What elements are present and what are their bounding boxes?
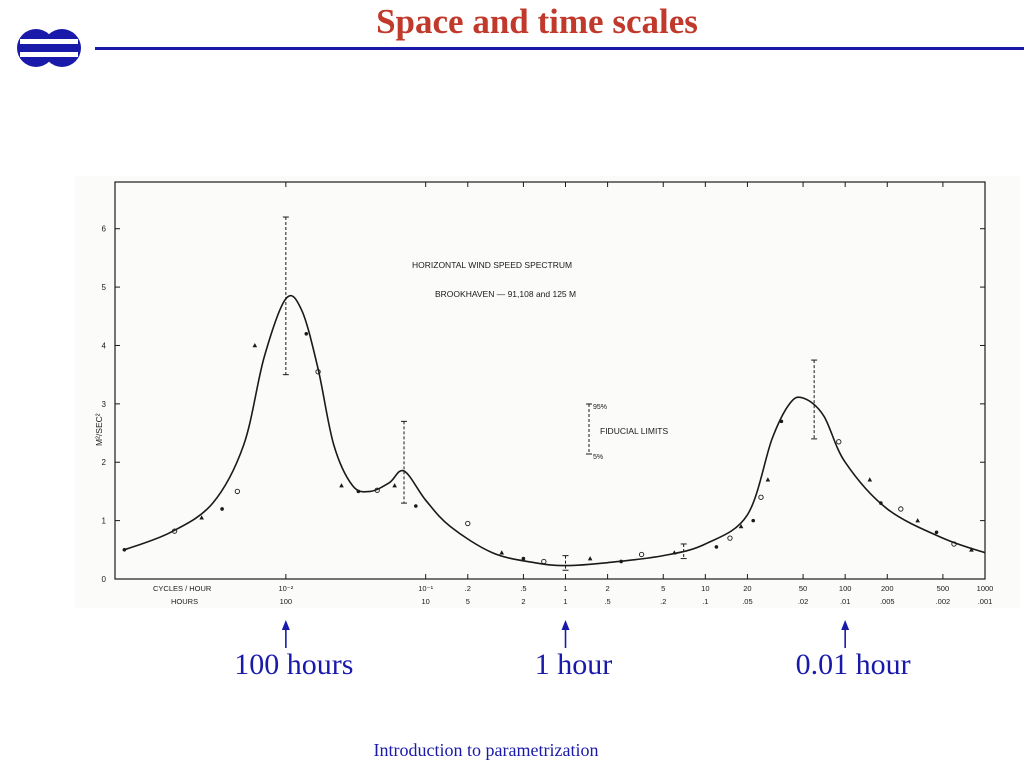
- title-rule: [95, 47, 1024, 50]
- x-tick-label-hours: .005: [880, 597, 895, 606]
- x-tick-label-hours: .002: [936, 597, 951, 606]
- spectrum-figure: 0 1 2 3 4 5 6 10⁻² 100 10⁻¹ 10 .2 5 .5 2 1 1 2 .5 5 .2 10 .1 20…: [75, 176, 1020, 608]
- x-tick-label-hours: .001: [978, 597, 993, 606]
- data-point: [898, 506, 904, 512]
- data-point: [934, 530, 939, 535]
- y-tick-label: 5: [102, 283, 107, 292]
- y-axis-label: M²/SEC²: [94, 413, 104, 446]
- data-point: [521, 556, 526, 561]
- x-tick-label-cycles: 1: [563, 584, 567, 593]
- data-point: [738, 523, 744, 529]
- annotation-label: 100 hours: [234, 648, 354, 681]
- arrow-up-icon: [561, 620, 570, 630]
- x-tick-label-cycles: .2: [465, 584, 471, 593]
- data-point: [587, 556, 593, 561]
- y-tick-label: 4: [102, 341, 107, 350]
- x-tick-label-cycles: 1000: [977, 584, 994, 593]
- data-point: [304, 331, 309, 336]
- x-tick-label-hours: .5: [604, 597, 610, 606]
- spectrum-curve: [124, 294, 986, 567]
- data-point: [234, 488, 241, 495]
- data-point: [915, 518, 920, 523]
- x-tick-label-hours: .02: [798, 597, 808, 606]
- data-point: [638, 551, 645, 558]
- y-tick-label: 1: [102, 517, 107, 526]
- data-point: [541, 558, 547, 565]
- x-tick-label-cycles: 20: [743, 584, 751, 593]
- y-tick-label: 0: [102, 575, 107, 584]
- data-point: [867, 477, 873, 482]
- data-point: [499, 550, 505, 555]
- legend-upper: 95%: [593, 404, 607, 411]
- data-point: [836, 439, 842, 445]
- x-tick-label-cycles: 10⁻¹: [418, 584, 433, 593]
- data-point: [751, 518, 756, 523]
- x-row-label-cycles: CYCLES / HOUR: [153, 584, 212, 593]
- data-point: [765, 477, 771, 482]
- data-point: [727, 535, 733, 541]
- x-tick-label-hours: .05: [742, 597, 752, 606]
- data-point: [199, 515, 204, 520]
- legend-title: FIDUCIAL LIMITS: [600, 426, 668, 436]
- x-tick-label-cycles: 10: [701, 584, 709, 593]
- x-tick-label-hours: 1: [563, 597, 567, 606]
- data-point: [339, 483, 344, 488]
- chart-subtitle: BROOKHAVEN — 91,108 and 125 M: [435, 289, 576, 299]
- x-tick-label-hours: .2: [660, 597, 666, 606]
- x-tick-label-cycles: 2: [606, 584, 610, 593]
- data-point: [392, 483, 397, 488]
- x-tick-label-hours: .1: [702, 597, 708, 606]
- annotation-label: 0.01 hour: [795, 648, 911, 681]
- x-tick-label-hours: .01: [840, 597, 850, 606]
- x-tick-label-cycles: 200: [881, 584, 894, 593]
- y-tick-label: 3: [102, 400, 107, 409]
- spectrum-chart: 0 1 2 3 4 5 6 10⁻² 100 10⁻¹ 10 .2 5 .5 2 1 1 2 .5 5 .2 10 .1 20…: [94, 181, 994, 606]
- data-point: [714, 545, 719, 549]
- x-tick-label-cycles: 5: [661, 584, 665, 593]
- plot-frame: [114, 181, 986, 580]
- slide-title: Space and time scales: [376, 2, 698, 41]
- x-tick-label-cycles: 10⁻²: [278, 584, 293, 593]
- data-point: [465, 520, 471, 527]
- x-tick-label-cycles: 500: [937, 584, 950, 593]
- data-point: [220, 507, 224, 511]
- arrow-up-icon: [841, 620, 850, 630]
- legend-lower: 5%: [593, 454, 603, 461]
- x-row-label-hours: HOURS: [171, 597, 198, 606]
- y-tick-label: 6: [102, 225, 107, 234]
- data-point: [758, 494, 764, 500]
- data-point: [252, 342, 258, 348]
- data-point: [414, 504, 418, 508]
- x-tick-label-cycles: 100: [839, 584, 852, 593]
- x-tick-label-hours: 5: [466, 597, 470, 606]
- data-point: [969, 547, 974, 552]
- x-tick-label-cycles: 50: [799, 584, 807, 593]
- y-tick-label: 2: [102, 458, 107, 467]
- ecmwf-logo-icon: [17, 29, 81, 67]
- arrow-up-icon: [281, 620, 290, 630]
- x-tick-label-hours: 2: [521, 597, 525, 606]
- fiducial-legend: 95% FIDUCIAL LIMITS 5%: [586, 403, 668, 461]
- annotation-label: 1 hour: [534, 648, 613, 681]
- chart-title: HORIZONTAL WIND SPEED SPECTRUM: [412, 260, 572, 270]
- x-tick-label-hours: 10: [422, 597, 430, 606]
- slide-footer: Introduction to parametrization: [373, 740, 599, 760]
- x-tick-label-hours: 100: [280, 597, 293, 606]
- x-tick-label-cycles: .5: [520, 584, 526, 593]
